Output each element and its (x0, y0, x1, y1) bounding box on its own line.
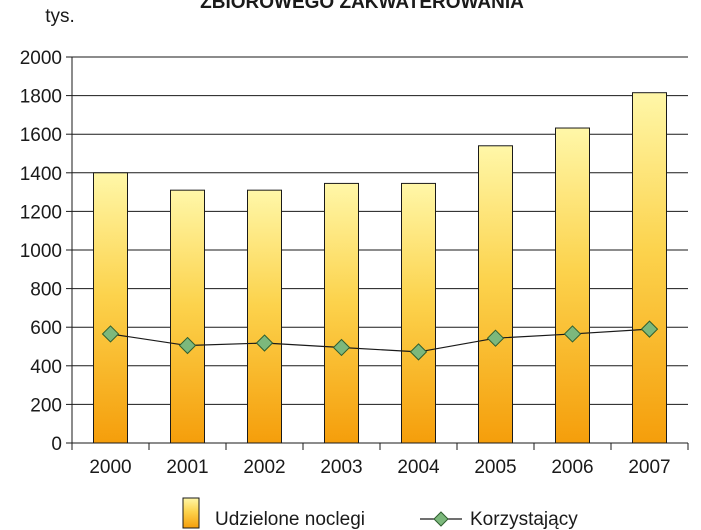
y-tick-label: 600 (30, 318, 62, 339)
x-tick-label: 2005 (474, 457, 516, 478)
y-tick-label: 1000 (20, 241, 62, 262)
marker-2001 (178, 336, 197, 355)
legend: Udzielone noclegi Korzystający (182, 497, 578, 530)
korzystajacy-line (110, 328, 650, 353)
bar-2002 (247, 189, 282, 444)
bar-2004 (401, 182, 436, 444)
bar-2001 (170, 189, 205, 444)
x-axis-tick-labels: 2000 2001 2002 2003 2004 2005 2006 2007 (89, 457, 670, 478)
y-tick-label: 800 (30, 280, 62, 301)
bar-2000 (93, 172, 128, 444)
y-tick-label: 1600 (20, 125, 62, 146)
x-tick-label: 2006 (551, 457, 593, 478)
marker-2006 (563, 325, 582, 343)
y-axis-tick-labels: 0 200 400 600 800 1000 1200 1400 1600 1800 2000 (20, 48, 62, 455)
marker-2007 (640, 320, 659, 338)
y-tick-label: 400 (30, 357, 62, 378)
grid-lines (66, 56, 688, 444)
x-tick-label: 2004 (397, 457, 440, 478)
marker-2004 (409, 343, 428, 361)
chart-title: ZBIOROWEGO ZAKWATEROWANIA (200, 0, 524, 13)
bar-2005 (478, 145, 513, 444)
bar-series (93, 92, 667, 444)
legend-bar-label: Udzielone noclegi (215, 509, 365, 530)
axes (71, 57, 689, 450)
x-tick-label: 2007 (628, 457, 670, 478)
y-axis-unit-label: tys. (45, 6, 75, 27)
legend-bar-swatch (182, 497, 200, 529)
bar-2003 (324, 182, 359, 444)
marker-2003 (332, 338, 351, 357)
y-tick-label: 2000 (20, 48, 62, 69)
bar-2007 (632, 92, 667, 444)
x-tick-label: 2000 (89, 457, 131, 478)
marker-2005 (486, 329, 505, 347)
legend-line-label: Korzystający (470, 509, 578, 530)
legend-line-marker (433, 511, 449, 527)
line-series (101, 320, 659, 361)
y-tick-label: 1400 (20, 164, 62, 185)
x-tick-label: 2002 (243, 457, 285, 478)
y-tick-label: 1800 (20, 87, 62, 108)
x-tick-label: 2003 (320, 457, 362, 478)
y-tick-label: 0 (51, 434, 62, 455)
bar-2006 (555, 127, 590, 444)
marker-2002 (255, 334, 274, 352)
y-tick-label: 200 (30, 395, 62, 416)
marker-2000 (101, 325, 120, 343)
y-tick-label: 1200 (20, 202, 62, 223)
x-tick-label: 2001 (166, 457, 208, 478)
